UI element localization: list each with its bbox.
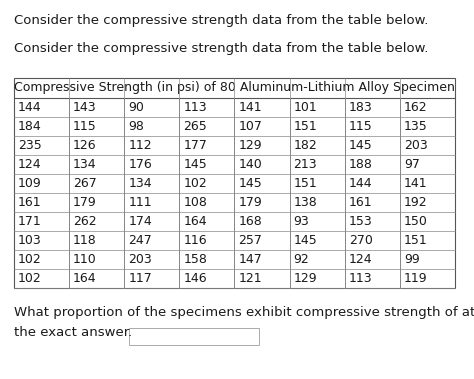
Text: 262: 262 <box>73 215 97 228</box>
Text: 92: 92 <box>293 253 310 266</box>
Text: 183: 183 <box>349 101 373 114</box>
Text: Consider the compressive strength data from the table below.: Consider the compressive strength data f… <box>14 14 428 27</box>
Text: 247: 247 <box>128 234 152 247</box>
Text: 182: 182 <box>293 139 318 152</box>
Text: 116: 116 <box>183 234 207 247</box>
Text: 140: 140 <box>238 158 262 171</box>
Text: 146: 146 <box>183 272 207 285</box>
Text: 109: 109 <box>18 177 42 190</box>
Text: 153: 153 <box>349 215 373 228</box>
Text: 107: 107 <box>238 120 263 133</box>
Text: 168: 168 <box>238 215 262 228</box>
Text: 192: 192 <box>404 196 428 209</box>
Bar <box>129 328 259 345</box>
Text: 151: 151 <box>293 177 318 190</box>
Text: 141: 141 <box>238 101 262 114</box>
Text: 141: 141 <box>404 177 428 190</box>
Text: 174: 174 <box>128 215 152 228</box>
Text: 108: 108 <box>183 196 207 209</box>
Text: 134: 134 <box>128 177 152 190</box>
Text: 213: 213 <box>293 158 317 171</box>
Text: 235: 235 <box>18 139 42 152</box>
Text: 121: 121 <box>238 272 262 285</box>
Text: 144: 144 <box>18 101 42 114</box>
Text: 145: 145 <box>349 139 373 152</box>
Text: 97: 97 <box>404 158 420 171</box>
Text: 134: 134 <box>73 158 97 171</box>
Text: 103: 103 <box>18 234 42 247</box>
Text: 124: 124 <box>18 158 42 171</box>
Text: 177: 177 <box>183 139 207 152</box>
Text: the exact answer.: the exact answer. <box>14 326 132 339</box>
Text: 119: 119 <box>404 272 428 285</box>
Text: 138: 138 <box>293 196 318 209</box>
Text: 93: 93 <box>293 215 310 228</box>
Text: 161: 161 <box>18 196 42 209</box>
Text: 98: 98 <box>128 120 144 133</box>
Text: 145: 145 <box>183 158 207 171</box>
Text: 112: 112 <box>128 139 152 152</box>
Text: 124: 124 <box>349 253 373 266</box>
Text: 147: 147 <box>238 253 262 266</box>
Text: 117: 117 <box>128 272 152 285</box>
Text: 267: 267 <box>73 177 97 190</box>
Text: 99: 99 <box>404 253 419 266</box>
Text: 184: 184 <box>18 120 42 133</box>
Text: 143: 143 <box>73 101 97 114</box>
Text: Consider the compressive strength data from the table below.: Consider the compressive strength data f… <box>14 42 428 55</box>
Text: 145: 145 <box>293 234 318 247</box>
Text: 135: 135 <box>404 120 428 133</box>
Text: 257: 257 <box>238 234 263 247</box>
Text: 129: 129 <box>238 139 262 152</box>
Text: 171: 171 <box>18 215 42 228</box>
Text: 126: 126 <box>73 139 97 152</box>
Text: 113: 113 <box>349 272 373 285</box>
Text: 118: 118 <box>73 234 97 247</box>
Text: 203: 203 <box>128 253 152 266</box>
Text: Compressive Strength (in psi) of 80 Aluminum-Lithium Alloy Specimen: Compressive Strength (in psi) of 80 Alum… <box>14 81 455 94</box>
Text: 164: 164 <box>183 215 207 228</box>
Text: What proportion of the specimens exhibit compressive strength of at least 200 ps: What proportion of the specimens exhibit… <box>14 306 474 319</box>
Text: 164: 164 <box>73 272 97 285</box>
Text: 188: 188 <box>349 158 373 171</box>
Text: 102: 102 <box>18 253 42 266</box>
Text: 150: 150 <box>404 215 428 228</box>
Text: 129: 129 <box>293 272 317 285</box>
Text: 90: 90 <box>128 101 144 114</box>
Text: 144: 144 <box>349 177 373 190</box>
Text: 115: 115 <box>349 120 373 133</box>
Text: 145: 145 <box>238 177 262 190</box>
Bar <box>14 78 455 288</box>
Text: 179: 179 <box>238 196 262 209</box>
Text: 158: 158 <box>183 253 207 266</box>
Text: 110: 110 <box>73 253 97 266</box>
Text: 179: 179 <box>73 196 97 209</box>
Text: 265: 265 <box>183 120 207 133</box>
Text: 151: 151 <box>293 120 318 133</box>
Text: 102: 102 <box>183 177 207 190</box>
Text: 151: 151 <box>404 234 428 247</box>
Text: 115: 115 <box>73 120 97 133</box>
Text: 162: 162 <box>404 101 428 114</box>
Text: 113: 113 <box>183 101 207 114</box>
Text: 111: 111 <box>128 196 152 209</box>
Text: 161: 161 <box>349 196 373 209</box>
Text: 203: 203 <box>404 139 428 152</box>
Text: 176: 176 <box>128 158 152 171</box>
Text: 270: 270 <box>349 234 373 247</box>
Text: 102: 102 <box>18 272 42 285</box>
Text: 101: 101 <box>293 101 318 114</box>
